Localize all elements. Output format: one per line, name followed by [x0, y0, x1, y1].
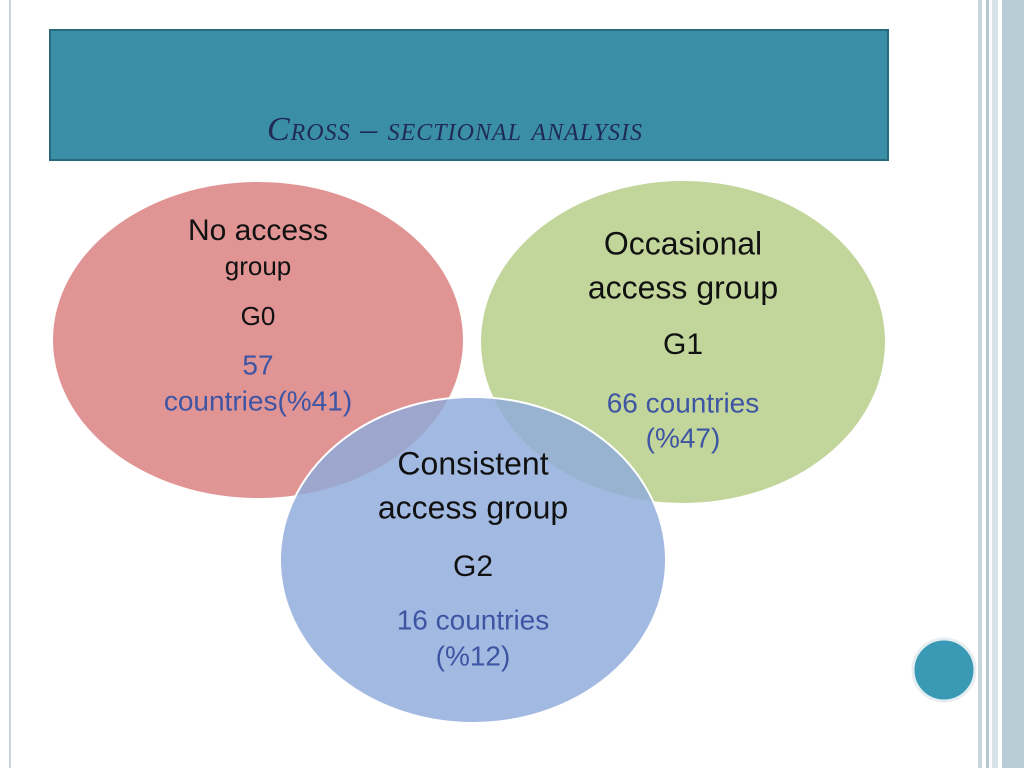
group-name: No access — [188, 214, 328, 247]
group-name: access group — [378, 489, 568, 525]
group-count: 66 countries — [607, 387, 760, 418]
right-stripes — [978, 0, 1024, 768]
group-count: 16 countries — [397, 604, 550, 635]
group-ellipse — [53, 182, 463, 498]
group-name: Occasional — [604, 225, 762, 261]
decor-dot — [911, 637, 977, 703]
group-code: G1 — [663, 328, 703, 361]
group-code: G0 — [241, 301, 276, 331]
group-ellipse — [479, 179, 887, 505]
group-count: (%12) — [436, 640, 511, 671]
labels: No access group G0 57 countries(%41) Occasion… — [164, 214, 778, 671]
group-name: Consistent — [397, 445, 548, 481]
slide-title: Cross – sectional analysis — [267, 111, 643, 148]
group-name: access group — [588, 269, 778, 305]
group-count: 57 — [242, 349, 273, 380]
group-count: (%47) — [646, 422, 721, 453]
title-box — [49, 29, 889, 161]
group-ellipse — [279, 396, 667, 724]
group-name: group — [225, 251, 292, 281]
group-code: G2 — [453, 550, 493, 583]
group-count: countries(%41) — [164, 385, 352, 416]
